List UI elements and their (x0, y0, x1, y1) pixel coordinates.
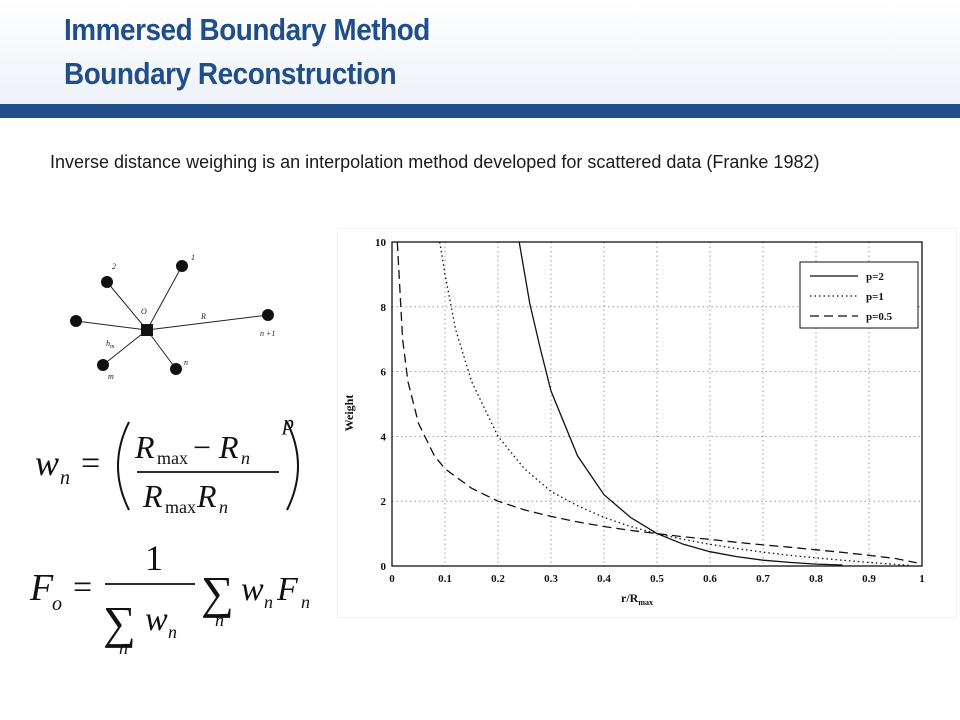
x-tick-label: 0.1 (438, 573, 452, 585)
x-tick-label: 0.5 (650, 573, 664, 585)
y-tick-label: 2 (381, 496, 387, 508)
weight-chart: 0 0.1 0.2 0.3 0.4 0.5 0.6 0.7 0.8 0.9 1 0 2 4 6 8 10 r/… (337, 228, 957, 618)
x-tick-label: 0.2 (491, 573, 505, 585)
header-background (0, 0, 960, 104)
x-tick-label: 1 (919, 573, 925, 585)
formula2-rhs-f-sub: n (301, 592, 310, 612)
chart-y-axis-label: Weight (342, 395, 356, 432)
x-tick-label: 0.8 (809, 573, 823, 585)
chart-legend: p=2 p=1 p=0.5 (799, 261, 919, 329)
formula1-left-paren (117, 421, 130, 511)
label-edge-r: R (200, 312, 206, 321)
node-1 (176, 260, 188, 272)
label-edge-h: hm (106, 339, 115, 350)
x-tick-label: 0 (389, 573, 395, 585)
formula2-den-sum: ∑ (103, 597, 136, 648)
formula1-den-b-sub: n (219, 497, 228, 517)
formula2-equals: = (73, 569, 92, 606)
formula1-lhs: w (35, 443, 59, 483)
formula2-den-sum-sub: n (119, 638, 128, 658)
formula1-num-a-sub: max (157, 448, 188, 468)
x-tick-label: 0.4 (597, 573, 611, 585)
edge-to-node-1 (146, 265, 183, 331)
center-node (141, 324, 153, 336)
legend-box (799, 261, 919, 329)
formula1-num-b: R (218, 429, 239, 465)
formula1-num-a: R (134, 429, 155, 465)
label-node-m: m (108, 372, 114, 381)
formula2-den-w-sub: n (168, 622, 177, 642)
node-m (97, 359, 109, 371)
chart-x-ticks: 0 0.1 0.2 0.3 0.4 0.5 0.6 0.7 0.8 0.9 1 (389, 573, 925, 585)
edge-to-node-m (102, 329, 148, 366)
formula1-den-a: R (142, 478, 163, 514)
node-left (70, 315, 82, 327)
formula2-den-w: w (145, 601, 168, 638)
chart-series-group (396, 241, 917, 567)
formula1-lhs-sub: n (60, 467, 70, 489)
formula1-den-b: R (196, 478, 217, 514)
formula1-equals: = (81, 445, 100, 482)
formula2-rhs-f: F (276, 571, 299, 608)
chart-plot-border (391, 241, 923, 567)
series-line-solid (518, 241, 843, 566)
y-tick-label: 10 (375, 237, 387, 249)
edge-to-node-left (75, 320, 148, 331)
legend-label: p=1 (866, 291, 884, 303)
label-node-2: 2 (112, 262, 116, 271)
formula2-numerator: 1 (145, 538, 163, 578)
formula1-exponent: p (281, 410, 294, 435)
formula1-right-paren (286, 421, 299, 511)
series-line-dashed (396, 241, 917, 564)
node-n (170, 363, 182, 375)
y-tick-label: 4 (381, 431, 387, 443)
header-accent-bar (0, 104, 960, 118)
label-node-n-plus-1: n +1 (260, 329, 275, 338)
legend-label: p=2 (866, 271, 884, 283)
edge-to-node-2 (106, 281, 148, 331)
y-tick-label: 6 (381, 367, 387, 379)
formula2-rhs-w: w (241, 571, 264, 608)
formula2-rhs-w-sub: n (264, 592, 273, 612)
y-tick-label: 8 (381, 302, 387, 314)
formula2-lhs: F (29, 567, 54, 609)
chart-y-ticks: 0 2 4 6 8 10 (375, 237, 387, 573)
label-node-1: 1 (191, 253, 195, 262)
label-node-n: n (184, 358, 188, 367)
formula2-rhs-sum: ∑ (201, 567, 234, 618)
legend-label: p=0.5 (866, 311, 893, 323)
label-center-o: O (141, 307, 147, 316)
formula1-den-a-sub: max (165, 497, 196, 517)
intro-paragraph: Inverse distance weighing is an interpol… (50, 152, 820, 172)
x-tick-label: 0.9 (862, 573, 876, 585)
formula1-num-minus: − (193, 429, 211, 465)
node-2 (101, 276, 113, 288)
formula2-lhs-sub: o (52, 593, 62, 615)
formula1-num-b-sub: n (241, 448, 250, 468)
edge-to-node-n1 (146, 314, 269, 331)
slide-title-line1: Immersed Boundary Method (64, 12, 430, 47)
interpolation-formula: F o = 1 ∑ n w n ∑ n w n F n (29, 538, 310, 658)
node-diagram: 2 1 n +1 n m O R hm (70, 253, 275, 381)
x-tick-label: 0.3 (544, 573, 558, 585)
slide-title-line2: Boundary Reconstruction (64, 56, 397, 91)
weight-formula: w n = R max − R n R max R n p (35, 410, 299, 517)
node-n-plus-1 (262, 309, 274, 321)
chart-x-axis-label: r/Rmax (621, 591, 653, 607)
y-tick-label: 0 (381, 561, 387, 573)
x-tick-label: 0.7 (756, 573, 770, 585)
formula2-rhs-sum-sub: n (215, 610, 224, 630)
x-tick-label: 0.6 (703, 573, 717, 585)
edge-to-node-n (146, 329, 177, 370)
